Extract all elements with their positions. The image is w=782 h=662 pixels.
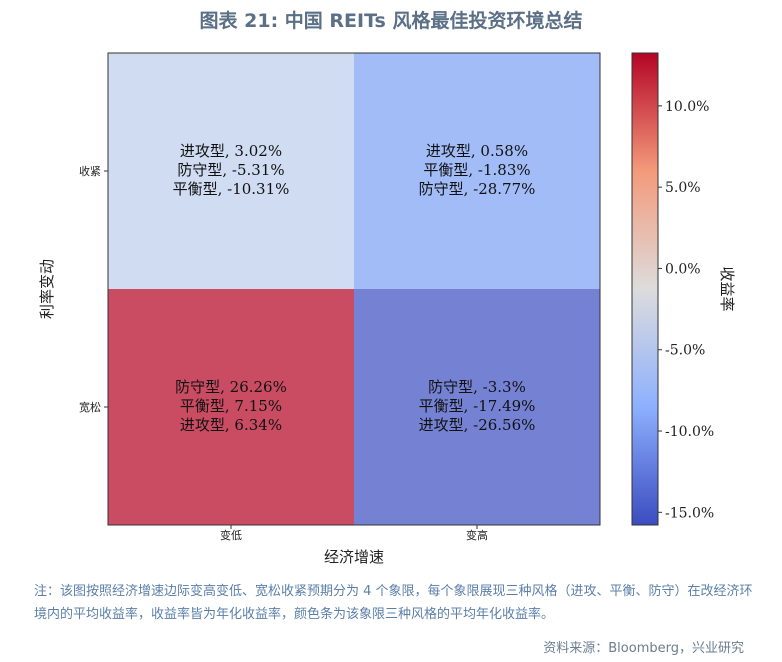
heatmap-cell	[108, 289, 354, 525]
y-axis-label: 利率变动	[38, 259, 56, 319]
cell-label: 进攻型, -26.56%	[419, 416, 536, 434]
y-tick-label: 宽松	[79, 400, 101, 414]
cell-label: 平衡型, -1.83%	[423, 161, 530, 179]
cell-label: 防守型, -28.77%	[419, 180, 536, 198]
cell-label: 防守型, 26.26%	[175, 378, 287, 396]
colorbar	[631, 52, 659, 526]
y-tick-label: 收紧	[79, 164, 101, 178]
colorbar-tick-label: -15.0%	[665, 505, 714, 521]
colorbar-tick-label: -5.0%	[665, 343, 705, 359]
colorbar-tick-label: 5.0%	[665, 180, 701, 196]
heatmap-frame	[107, 52, 601, 526]
x-axis-label: 经济增速	[324, 548, 384, 566]
heatmap-chart: 进攻型, 3.02%防守型, -5.31%平衡型, -10.31% 进攻型, 0.…	[38, 52, 736, 566]
cell-label: 防守型, -5.31%	[177, 161, 284, 179]
colorbar-tick-label: -10.0%	[665, 424, 714, 440]
cell-label: 防守型, -3.3%	[428, 378, 526, 396]
cell-label: 平衡型, -10.31%	[173, 180, 290, 198]
cell-label: 进攻型, 6.34%	[180, 416, 282, 434]
heatmap-cell	[108, 53, 354, 289]
cell-label: 平衡型, 7.15%	[180, 397, 282, 415]
footnote: 注：该图按照经济增速边际变高变低、宽松收紧预期分为 4 个象限，每个象限展现三种…	[34, 584, 753, 622]
cell-label: 进攻型, 0.58%	[426, 142, 528, 160]
heatmap-cell	[354, 289, 600, 525]
colorbar-tick-label: 10.0%	[665, 99, 709, 115]
x-tick-label: 变高	[466, 528, 488, 542]
cell-label: 平衡型, -17.49%	[419, 397, 536, 415]
colorbar-tick-label: 0.0%	[665, 261, 701, 277]
cell-label: 进攻型, 3.02%	[180, 142, 282, 160]
colorbar-label: 收益率	[718, 266, 736, 311]
chart-title: 图表 21: 中国 REITs 风格最佳投资环境总结	[199, 10, 583, 32]
x-tick-label: 变低	[220, 528, 242, 542]
source-note: 资料来源：Bloomberg，兴业研究	[543, 641, 744, 656]
heatmap-cell	[354, 53, 600, 289]
